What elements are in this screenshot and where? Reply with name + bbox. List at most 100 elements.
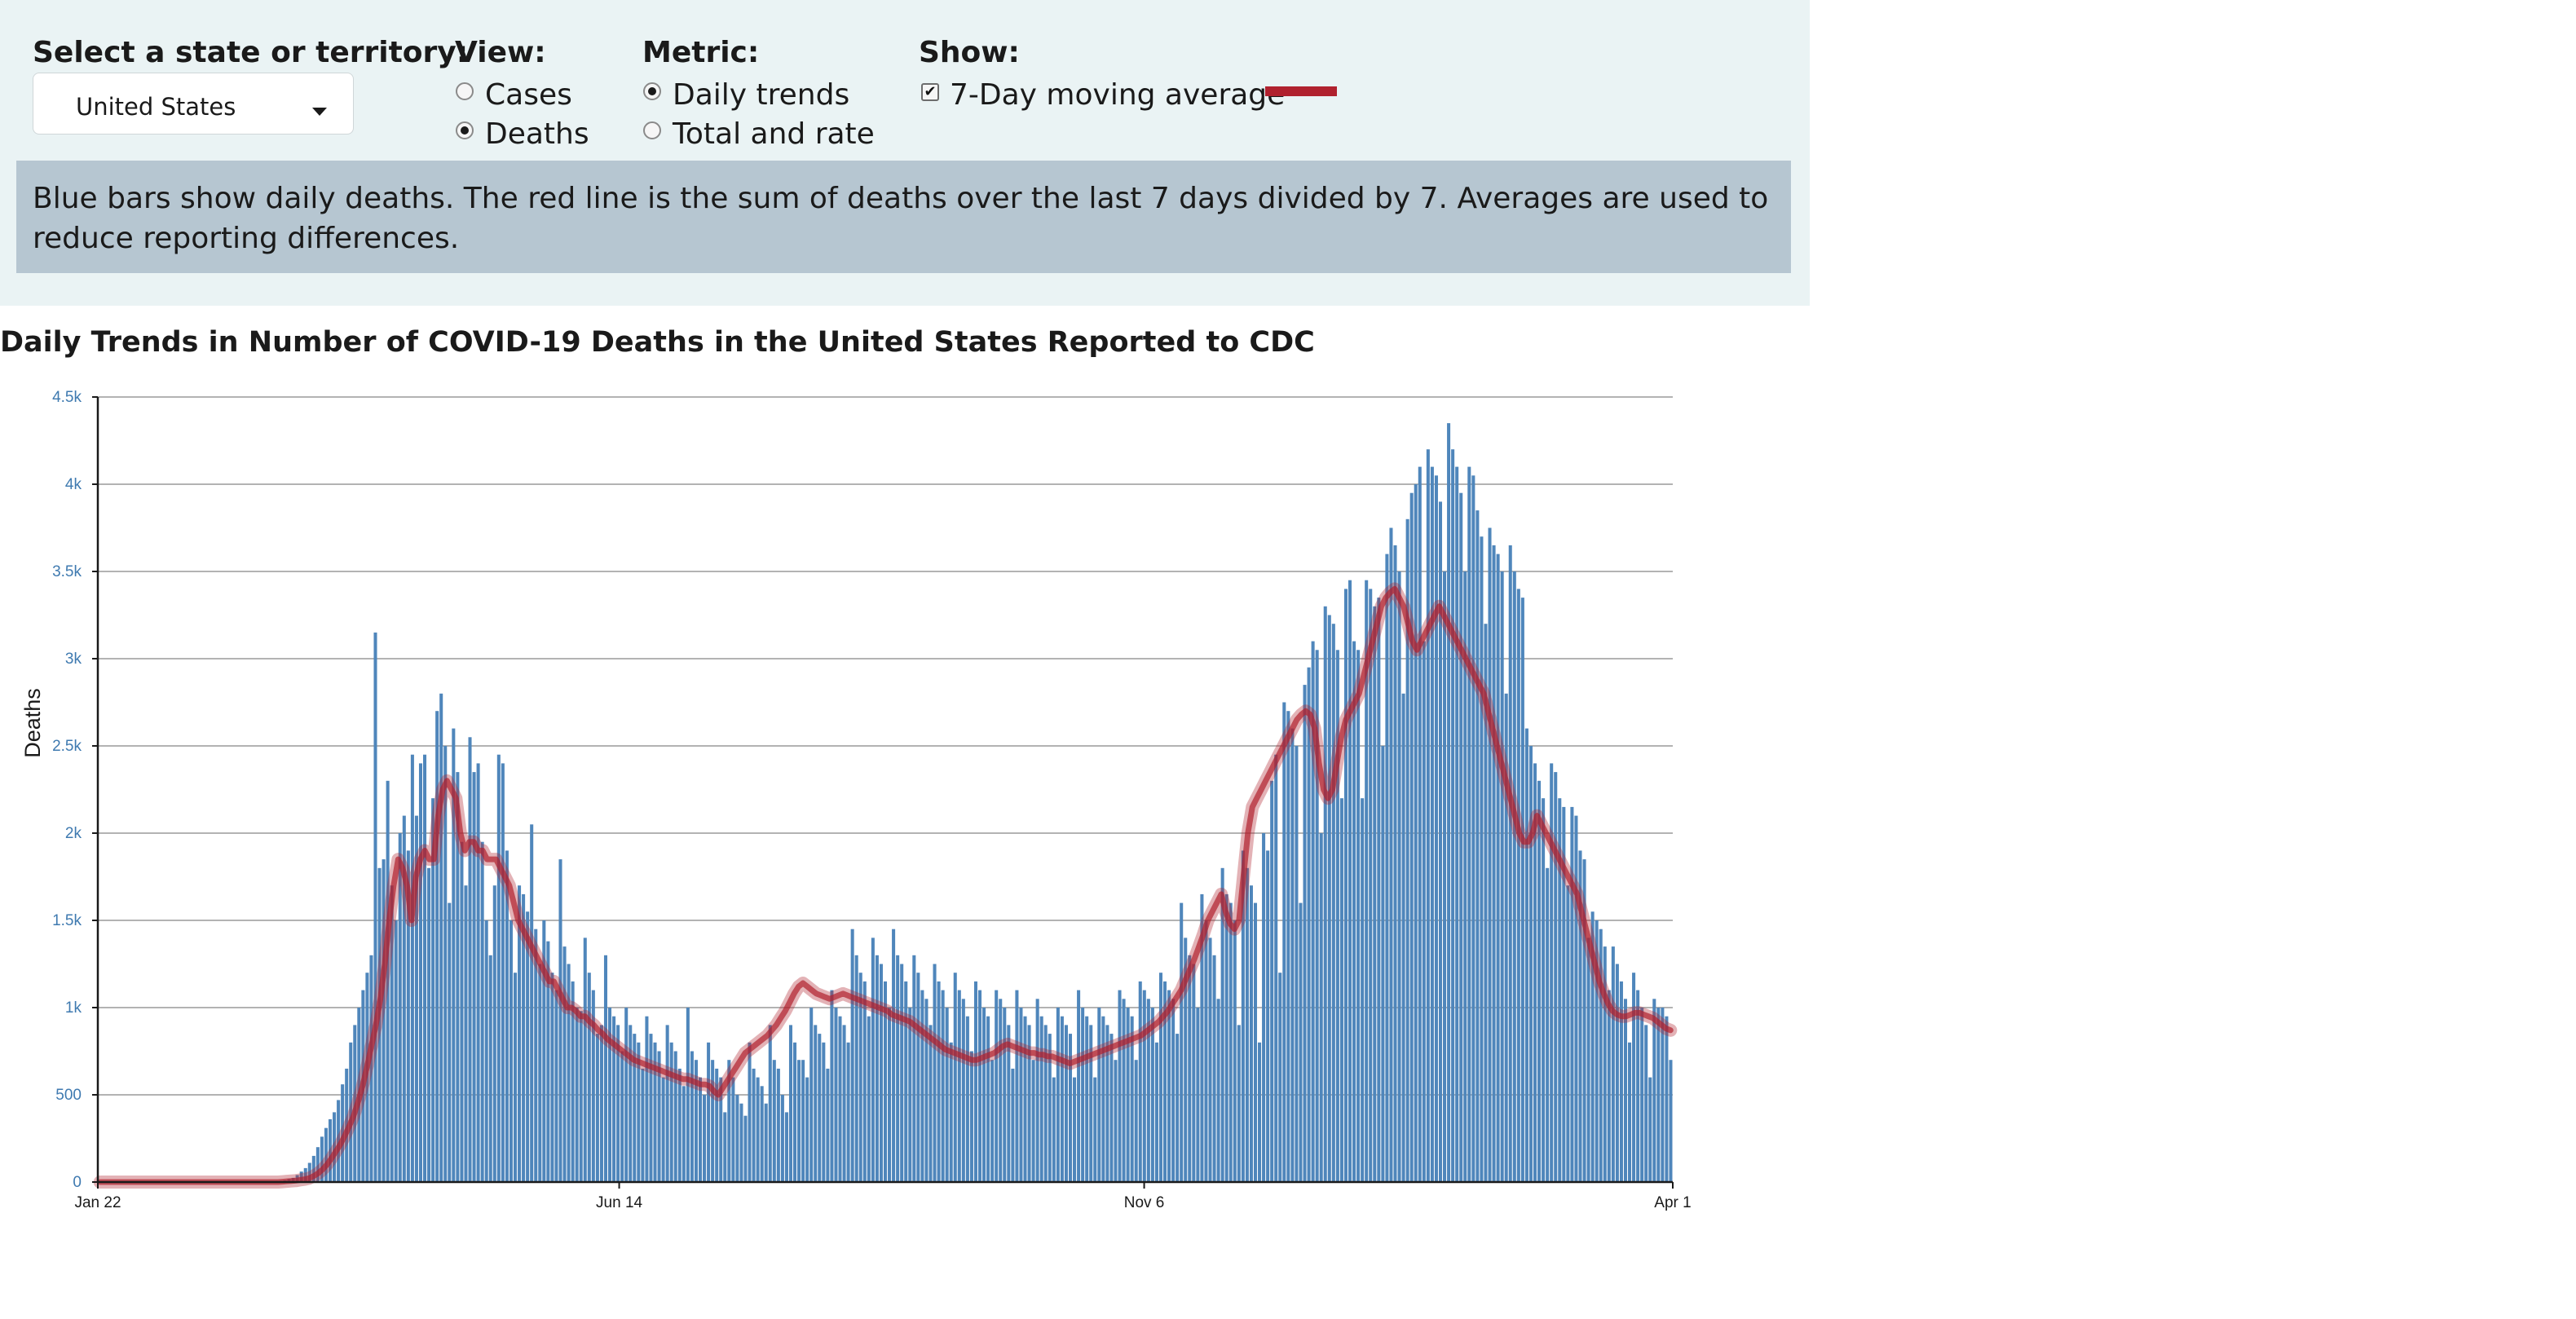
moving-average-legend-swatch (1265, 86, 1337, 96)
daily-deaths-bar (423, 754, 427, 1182)
y-tick-label: 2.5k (52, 738, 82, 755)
daily-deaths-bar (838, 1016, 842, 1182)
metric-label: Metric: (642, 36, 760, 69)
daily-deaths-bar (711, 1060, 715, 1182)
daily-deaths-bar (1496, 554, 1500, 1182)
daily-deaths-bar (505, 850, 509, 1182)
daily-deaths-bar (1093, 1077, 1097, 1182)
daily-deaths-bar (1430, 466, 1434, 1182)
daily-deaths-bar (1665, 1016, 1669, 1182)
metric-option-daily-trends-label: Daily trends (673, 78, 850, 112)
daily-deaths-bar (768, 1025, 772, 1182)
state-select-label: Select a state or territory: (33, 36, 469, 69)
metric-radio-daily-trends[interactable] (643, 82, 661, 100)
daily-deaths-bar (1180, 902, 1184, 1182)
daily-deaths-bar (1130, 1016, 1134, 1182)
daily-deaths-bar (1085, 1016, 1089, 1182)
daily-deaths-bar (575, 1008, 579, 1182)
daily-deaths-bar (1516, 589, 1520, 1182)
daily-deaths-bar (1574, 815, 1578, 1182)
y-axis-label: Deaths (20, 688, 45, 758)
daily-deaths-bar (587, 973, 591, 1182)
daily-deaths-bar (830, 990, 834, 1182)
daily-deaths-bar (1101, 1016, 1105, 1182)
daily-deaths-bar (1546, 867, 1550, 1182)
daily-deaths-bar (1422, 641, 1426, 1182)
daily-deaths-bar (862, 981, 867, 1182)
description-box: Blue bars show daily deaths. The red lin… (16, 161, 1791, 273)
daily-deaths-bar (1558, 798, 1562, 1182)
daily-deaths-bar (793, 1042, 797, 1182)
daily-deaths-bar (867, 1016, 871, 1182)
daily-deaths-bar (990, 1060, 995, 1182)
daily-deaths-bar (1290, 728, 1295, 1182)
daily-deaths-bar (1570, 806, 1574, 1182)
daily-deaths-bar (669, 1042, 673, 1182)
daily-deaths-bar (1463, 571, 1467, 1182)
metric-radio-total-and-rate[interactable] (643, 121, 661, 139)
daily-deaths-bar (452, 728, 456, 1182)
daily-deaths-bar (538, 964, 542, 1182)
state-select[interactable]: United States (33, 73, 354, 135)
view-option-deaths-label: Deaths (485, 117, 589, 151)
daily-deaths-bar (1550, 763, 1554, 1182)
moving-average-checkbox[interactable]: ✔ (921, 83, 939, 101)
daily-deaths-bar (961, 999, 965, 1182)
daily-deaths-bar (1418, 466, 1422, 1182)
daily-deaths-bar (337, 1100, 341, 1182)
daily-deaths-bar (501, 763, 505, 1182)
daily-deaths-bar (1533, 763, 1537, 1182)
daily-deaths-bar (1632, 973, 1636, 1182)
daily-deaths-bar (1434, 475, 1438, 1182)
daily-deaths-bar (431, 798, 435, 1182)
daily-deaths-bar (315, 1147, 320, 1182)
daily-deaths-bar (772, 1060, 776, 1182)
daily-deaths-bar (443, 746, 448, 1182)
view-radio-cases[interactable] (456, 82, 474, 100)
daily-deaths-bar (1524, 728, 1528, 1182)
daily-deaths-bar (1245, 867, 1249, 1182)
daily-deaths-bar (1331, 624, 1335, 1182)
daily-deaths-bar (1105, 1025, 1109, 1182)
daily-deaths-bar (1623, 999, 1628, 1182)
daily-deaths-bar (1361, 798, 1365, 1182)
daily-deaths-bar (526, 911, 530, 1182)
daily-deaths-bar (1208, 937, 1212, 1182)
daily-deaths-bar (1508, 545, 1512, 1182)
daily-deaths-bar (850, 929, 854, 1182)
daily-deaths-bar (599, 1025, 603, 1182)
daily-deaths-bar (1196, 1008, 1200, 1182)
y-tick-label: 500 (55, 1087, 82, 1104)
daily-deaths-bar (299, 1171, 303, 1182)
view-radio-deaths[interactable] (456, 121, 474, 139)
daily-deaths-bar (707, 1042, 711, 1182)
daily-deaths-bar (657, 1051, 661, 1182)
daily-deaths-bar (1405, 518, 1409, 1182)
daily-deaths-bar (826, 1068, 830, 1182)
daily-deaths-bar (1385, 554, 1389, 1182)
daily-deaths-bar (1504, 693, 1508, 1182)
y-tick-label: 4k (65, 476, 82, 493)
daily-deaths-bar (649, 1034, 653, 1182)
daily-deaths-bar (1644, 1025, 1648, 1182)
daily-deaths-bar (809, 1008, 814, 1182)
daily-deaths-bar (900, 964, 904, 1182)
daily-deaths-bar (1426, 449, 1430, 1182)
daily-deaths-bar (1204, 920, 1208, 1182)
chevron-down-icon (312, 108, 327, 116)
daily-deaths-bar (641, 1068, 645, 1182)
y-tick-label: 2k (65, 825, 82, 842)
daily-deaths-bar (612, 1016, 616, 1182)
daily-deaths-bar (456, 772, 460, 1182)
daily-deaths-bar (1118, 990, 1122, 1182)
daily-deaths-bar (1327, 615, 1331, 1182)
daily-deaths-bar (969, 1051, 973, 1182)
daily-deaths-bar (1578, 850, 1582, 1182)
daily-deaths-bar (1270, 780, 1274, 1182)
daily-deaths-bar (303, 1167, 307, 1182)
daily-deaths-bar (1081, 1008, 1085, 1182)
daily-deaths-bar (1537, 780, 1542, 1182)
daily-deaths-bar (1520, 598, 1524, 1182)
daily-deaths-bar (1220, 867, 1224, 1182)
daily-deaths-bar (1311, 641, 1315, 1182)
